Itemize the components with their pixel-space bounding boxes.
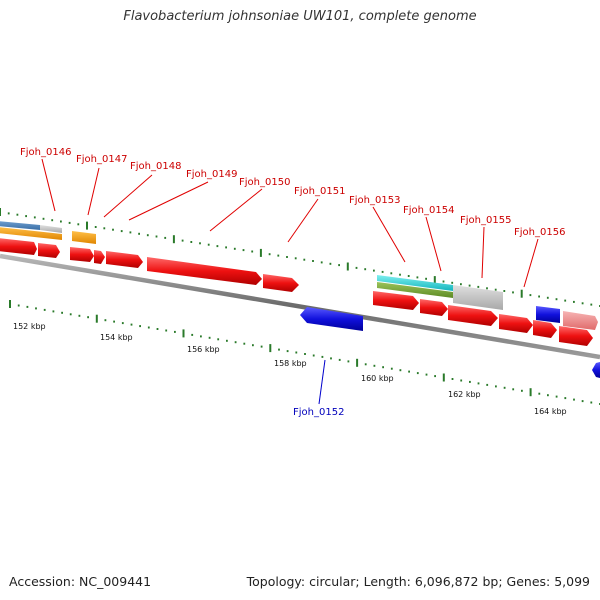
gene-arrow-reverse[interactable] — [536, 306, 560, 323]
band-grey — [40, 225, 62, 233]
scale-label: 160 kbp — [361, 374, 394, 383]
scale-label: 164 kbp — [534, 407, 567, 416]
gene-arrow[interactable] — [0, 238, 37, 255]
label-leader-line-reverse — [318, 359, 326, 405]
accession-text: Accession: NC_009441 — [9, 574, 152, 589]
gene-label[interactable]: Fjoh_0153 — [349, 195, 400, 206]
scale-label: 156 kbp — [187, 345, 220, 354]
band-grey-right — [453, 285, 503, 310]
band-cyan — [377, 275, 453, 291]
gene-label[interactable]: Fjoh_0147 — [76, 154, 127, 165]
gene-label[interactable]: Fjoh_0150 — [239, 177, 290, 188]
scale-label: 158 kbp — [274, 359, 307, 368]
gene-arrow[interactable] — [147, 257, 262, 285]
gene-arrow[interactable] — [94, 250, 105, 264]
band-orange-small — [72, 231, 96, 244]
gene-arrow[interactable] — [533, 320, 557, 338]
outer-tick-track — [0, 208, 600, 307]
gene-arrow[interactable] — [499, 314, 533, 333]
gene-arrow[interactable] — [448, 305, 498, 326]
scale-label: 154 kbp — [100, 333, 133, 342]
gene-label[interactable]: Fjoh_0154 — [403, 205, 454, 216]
scale-labels: 152 kbp 154 kbp 156 kbp 158 kbp 160 kbp … — [13, 322, 567, 416]
gene-arrow[interactable] — [263, 274, 299, 292]
gene-labels: Fjoh_0146 Fjoh_0147 Fjoh_0148 Fjoh_0149 … — [20, 147, 565, 418]
scale-label: 152 kbp — [13, 322, 46, 331]
inner-tick-track — [9, 300, 600, 405]
category-bands-right — [377, 275, 503, 310]
forward-genes — [0, 238, 598, 346]
gene-arrow[interactable] — [420, 299, 448, 316]
gene-label[interactable]: Fjoh_0148 — [130, 161, 181, 172]
gene-arrow[interactable] — [373, 291, 419, 310]
band-steel — [0, 221, 40, 230]
gene-arrow[interactable] — [559, 326, 593, 346]
gene-label[interactable]: Fjoh_0146 — [20, 147, 71, 158]
map-title: Flavobacterium johnsoniae UW101, complet… — [123, 9, 477, 24]
gene-arrow-reverse[interactable] — [300, 307, 363, 331]
gene-label-reverse[interactable]: Fjoh_0152 — [293, 407, 344, 418]
gene-arrow[interactable] — [70, 247, 94, 262]
label-leader-lines — [41, 158, 539, 288]
gene-arrow-pink[interactable] — [563, 311, 598, 330]
gene-arrow[interactable] — [106, 251, 143, 268]
gene-label[interactable]: Fjoh_0151 — [294, 186, 345, 197]
genome-backbone — [0, 253, 600, 360]
reverse-genes — [300, 306, 600, 378]
gene-label[interactable]: Fjoh_0155 — [460, 215, 511, 226]
gene-arrow-reverse[interactable] — [592, 362, 600, 378]
genome-stats-text: Topology: circular; Length: 6,096,872 bp… — [246, 574, 590, 589]
gene-label[interactable]: Fjoh_0156 — [514, 227, 565, 238]
band-olive — [377, 282, 453, 298]
gene-label[interactable]: Fjoh_0149 — [186, 169, 237, 180]
scale-label: 162 kbp — [448, 390, 481, 399]
category-bands-left — [0, 221, 96, 244]
band-orange — [0, 227, 62, 240]
gene-arrow[interactable] — [38, 243, 60, 258]
